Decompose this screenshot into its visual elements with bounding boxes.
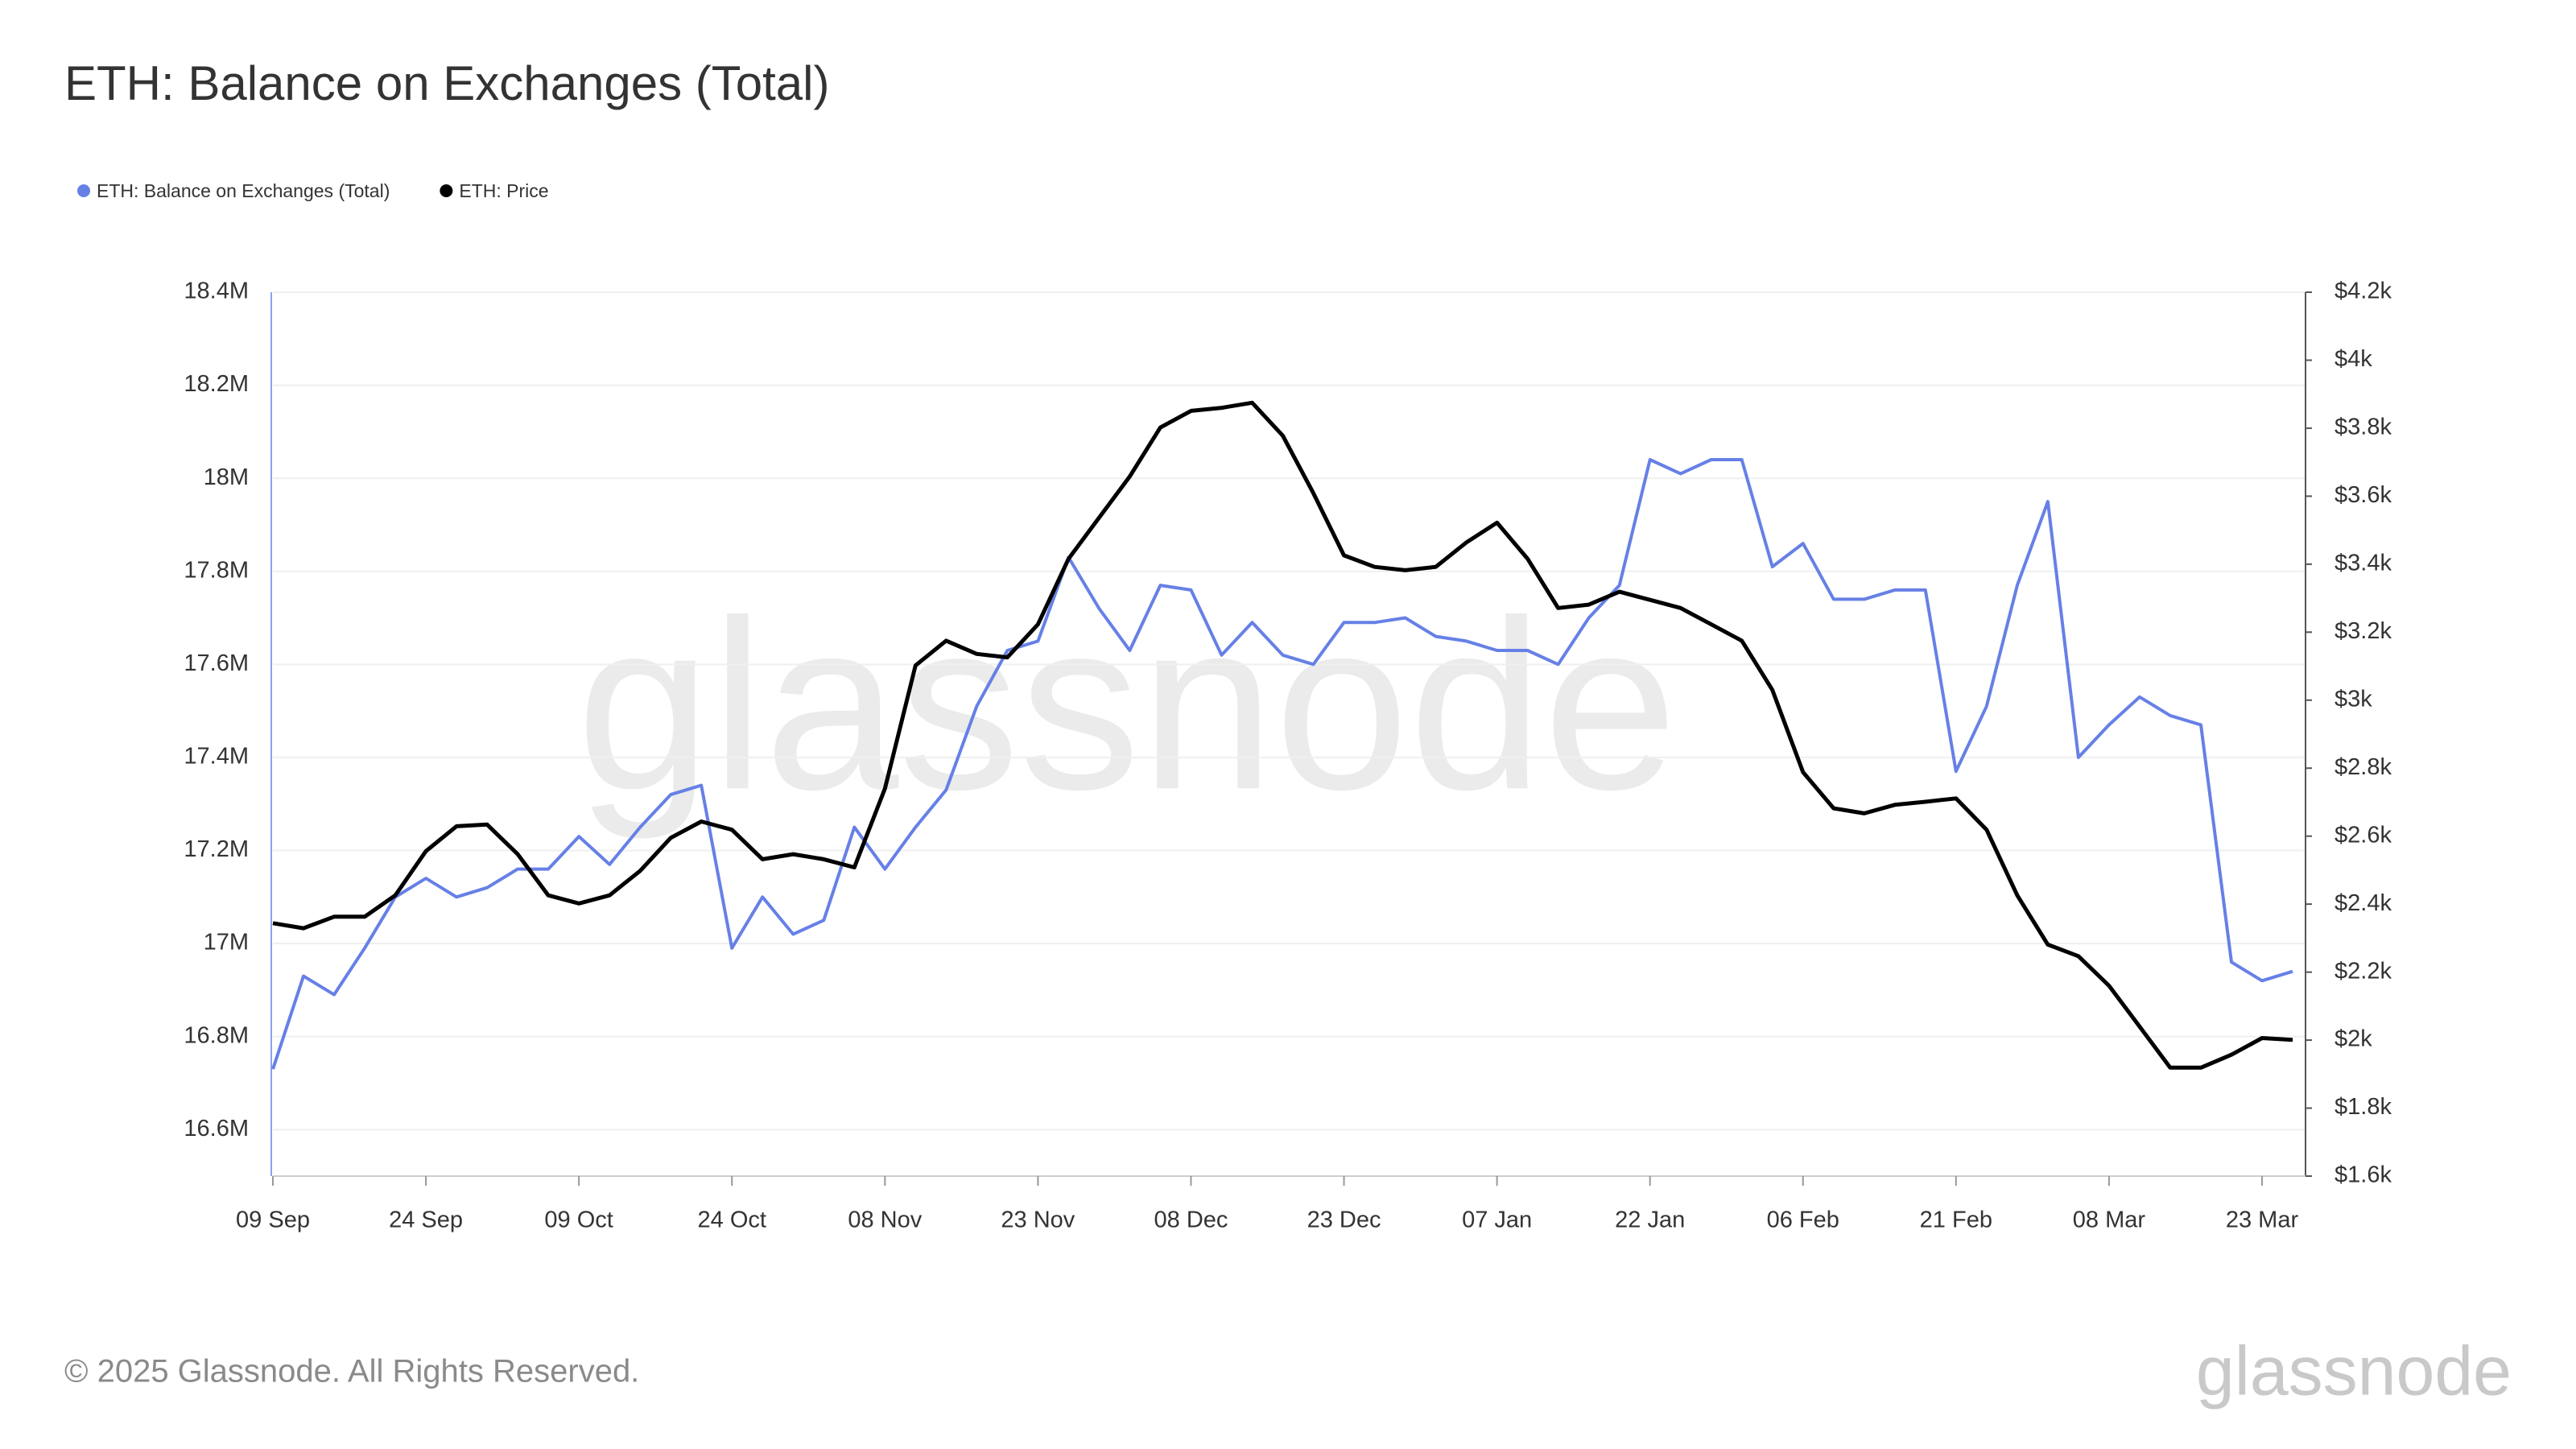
legend-marker: [77, 184, 90, 197]
watermark: glassnode: [576, 569, 1678, 841]
y-tick-label: 18M: [204, 464, 249, 490]
y-tick-label: 18.4M: [184, 279, 249, 304]
y2-tick-label: $4.2k: [2334, 279, 2392, 304]
y2-tick-label: $2k: [2334, 1026, 2372, 1052]
y2-tick-label: $2.6k: [2334, 822, 2392, 848]
y-tick-label: 17.8M: [184, 557, 249, 583]
legend-label: ETH: Balance on Exchanges (Total): [97, 180, 390, 201]
x-tick-label: 08 Dec: [1154, 1208, 1228, 1233]
y2-tick-label: $1.6k: [2334, 1162, 2392, 1188]
x-tick-label: 08 Mar: [2073, 1208, 2146, 1233]
x-tick-label: 21 Feb: [1920, 1208, 1992, 1233]
x-tick-label: 24 Oct: [698, 1208, 766, 1233]
y-tick-label: 16.6M: [184, 1116, 249, 1141]
y-tick-label: 17.2M: [184, 836, 249, 862]
footer: © 2025 Glassnode. All Rights Reserved.: [64, 1354, 639, 1389]
x-tick-label: 23 Dec: [1307, 1208, 1381, 1233]
y2-tick-label: $4k: [2334, 346, 2372, 372]
y-tick-label: 17.6M: [184, 650, 249, 676]
x-tick-label: 24 Sep: [389, 1208, 463, 1233]
y-tick-label: 17M: [204, 930, 249, 956]
x-tick-label: 23 Nov: [1001, 1208, 1075, 1233]
y2-tick-label: $3.6k: [2334, 482, 2392, 508]
x-tick-label: 06 Feb: [1767, 1208, 1839, 1233]
legend-label: ETH: Price: [459, 180, 548, 201]
y2-tick-label: $2.2k: [2334, 958, 2392, 984]
y2-tick-label: $3.4k: [2334, 551, 2392, 576]
x-tick-label: 09 Sep: [236, 1208, 310, 1233]
x-tick-label: 23 Mar: [2226, 1208, 2299, 1233]
x-tick-label: 07 Jan: [1462, 1208, 1532, 1233]
x-tick-label: 22 Jan: [1615, 1208, 1685, 1233]
x-tick-label: 09 Oct: [544, 1208, 613, 1233]
y2-tick-label: $3k: [2334, 686, 2372, 712]
chart-title: ETH: Balance on Exchanges (Total): [64, 56, 829, 110]
y2-tick-label: $2.4k: [2334, 890, 2392, 916]
series-line: [272, 400, 2293, 1070]
y2-tick-label: $3.8k: [2334, 415, 2392, 440]
y-tick-label: 18.2M: [184, 371, 249, 397]
logo: glassnode: [2196, 1333, 2512, 1410]
y2-tick-label: $3.2k: [2334, 618, 2392, 644]
y-tick-label: 16.8M: [184, 1022, 249, 1048]
y-tick-label: 17.4M: [184, 744, 249, 770]
y2-tick-label: $2.8k: [2334, 754, 2392, 780]
series-line: [271, 458, 2293, 1070]
y2-tick-label: $1.8k: [2334, 1094, 2392, 1120]
x-tick-label: 08 Nov: [848, 1208, 922, 1233]
legend-marker: [440, 184, 453, 197]
